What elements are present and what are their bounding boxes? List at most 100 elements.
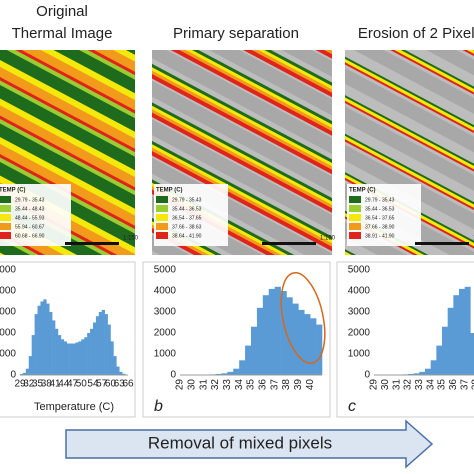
x-tick-label: 39 [293,379,304,391]
y-tick-label: 1000 [348,349,371,360]
y-tick-label: 2000 [348,328,371,339]
bar [442,326,448,375]
bar [37,305,41,375]
bar [227,371,234,375]
bar [107,324,111,375]
x-tick-label: 37 [269,379,280,391]
y-tick-label: 5000 [154,265,177,276]
panel-title: Original [36,3,88,20]
arrow [65,419,434,469]
bar [408,373,414,375]
bar [57,335,62,375]
bar [304,314,311,375]
x-tick-label: 50 [76,379,88,390]
y-tick-label: 3000 [348,307,371,318]
bar [286,297,293,375]
bar [90,328,94,375]
x-tick-label: 30 [380,379,391,391]
bar [87,333,91,375]
x-tick-label: 33 [414,379,425,391]
bar [63,341,68,375]
x-tick-label: 32 [403,379,414,391]
x-tick-label: 30 [186,379,197,391]
bar [245,345,252,375]
bar [419,371,426,375]
bar [110,341,114,375]
bar [447,307,454,375]
bar [251,326,258,375]
legend-label: 55.94 - 60.67 [15,224,45,230]
legend-swatch [0,223,11,230]
y-tick-label: 0 [364,370,370,381]
bar [81,339,85,375]
legend-label: 29.79 - 35.43 [172,197,202,203]
legend-swatch [0,232,11,239]
y-tick-label: 4000 [154,286,177,297]
bar [221,373,228,375]
y-tick-label: 4000 [0,286,16,297]
y-tick-label: 0 [170,370,176,381]
bar [84,337,88,375]
y-tick-label: 0 [10,370,16,381]
legend-label: 37.66 - 38.63 [172,224,202,230]
y-tick-label: 3000 [154,307,177,318]
y-tick-label: 2000 [0,328,16,339]
x-tick-label: 31 [198,379,209,391]
legend-swatch [0,196,11,203]
x-tick-label: 60 [105,379,117,390]
bar [69,343,73,375]
y-tick-label: 2000 [154,328,177,339]
legend-label: 38.64 - 41.90 [172,233,202,239]
bar [425,368,431,375]
legend-label: 29.79 - 35.43 [365,197,395,203]
x-tick-label: 35 [246,379,257,391]
bar [20,373,24,375]
x-tick-label: 41 [49,379,61,390]
legend-swatch [0,205,11,212]
legend-swatch [156,223,168,230]
bar [78,341,82,375]
y-tick-label: 5000 [0,265,16,276]
bar [34,314,38,375]
panel-title: Erosion of 2 Pixels [358,25,474,42]
legend-label: 60.68 - 66.90 [15,233,45,239]
x-tick-label: 63 [114,379,126,390]
bar [25,368,30,375]
legend-swatch [349,232,361,239]
legend-swatch [349,205,361,212]
legend-label: 37.66 - 38.90 [365,224,395,230]
bar [104,314,108,375]
x-tick-label: 66 [122,379,134,390]
legend-swatch [156,196,168,203]
bar [470,333,474,375]
x-tick-label: 34 [234,379,245,391]
y-tick-label: 3000 [0,307,16,318]
scale-bar [262,242,316,245]
bar [92,322,97,375]
panel-title: Primary separation [173,25,299,42]
arrow-text: Removal of mixed pixels [148,433,332,452]
x-tick-label: 40 [305,379,316,391]
bar [453,295,460,375]
scale-label: 1:150 [320,236,336,242]
panel-letter: b [154,398,163,415]
x-tick-label: 36 [448,379,459,391]
x-tick-label: 57 [96,379,108,390]
x-tick-label: 34 [425,379,436,391]
x-tick-label: 38 [41,379,53,390]
legend-label: 35.44 - 36.53 [172,206,202,212]
x-tick-label: 38 [281,379,292,391]
bar [316,324,323,375]
legend-label: 35.44 - 36.53 [365,206,395,212]
bar [280,291,287,375]
bar [113,356,117,375]
legend-swatch [156,232,168,239]
x-tick-label: 32 [210,379,221,391]
bar [101,309,105,375]
bar [46,303,50,375]
bar [122,373,126,375]
x-tick-label: 32 [23,379,35,390]
y-tick-label: 1000 [154,349,177,360]
y-tick-label: 5000 [348,265,371,276]
bar [256,307,264,375]
